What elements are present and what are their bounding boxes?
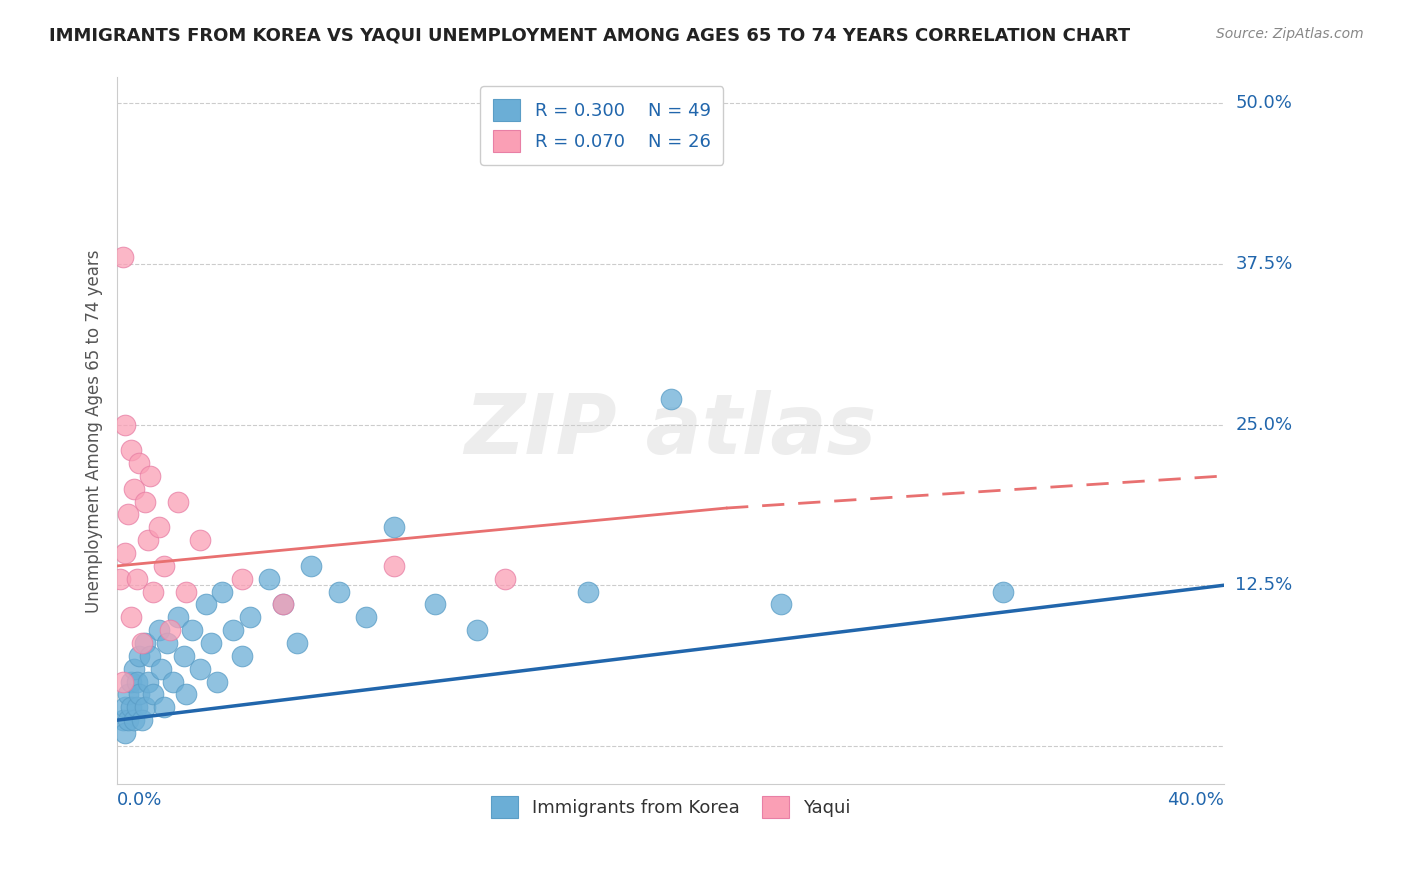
Point [122,482,145,496]
Point [134,700,156,714]
Point [176,584,198,599]
Point [136,674,159,689]
Point [117,508,139,522]
Point [108,572,131,586]
Point [205,674,228,689]
Point [120,443,142,458]
Point [200,636,222,650]
Point [231,572,253,586]
Point [328,584,350,599]
Point [150,662,173,676]
Point [125,700,148,714]
Point [142,688,165,702]
Point [122,662,145,676]
Y-axis label: Unemployment Among Ages 65 to 74 years: Unemployment Among Ages 65 to 74 years [86,249,103,613]
Point [167,610,190,624]
Point [131,636,153,650]
Point [188,533,211,548]
Text: 25.0%: 25.0% [1236,416,1292,434]
Point [125,674,148,689]
Point [134,494,156,508]
Point [259,572,281,586]
Point [153,700,176,714]
Point [128,456,150,470]
Point [991,584,1014,599]
Legend: Immigrants from Korea, Yaqui: Immigrants from Korea, Yaqui [484,789,858,825]
Text: 0.0%: 0.0% [117,791,163,809]
Text: Source: ZipAtlas.com: Source: ZipAtlas.com [1216,27,1364,41]
Point [111,674,134,689]
Point [139,469,162,483]
Text: 12.5%: 12.5% [1236,576,1292,594]
Point [148,623,170,637]
Point [285,636,308,650]
Point [271,598,294,612]
Point [139,648,162,663]
Point [136,533,159,548]
Text: 37.5%: 37.5% [1236,255,1292,273]
Point [128,648,150,663]
Point [120,700,142,714]
Point [576,584,599,599]
Point [167,494,190,508]
Text: 50.0%: 50.0% [1236,95,1292,112]
Point [120,610,142,624]
Point [181,623,204,637]
Point [465,623,488,637]
Point [114,700,136,714]
Point [156,636,179,650]
Point [114,546,136,560]
Point [114,417,136,432]
Point [231,648,253,663]
Point [176,688,198,702]
Point [173,648,195,663]
Point [125,572,148,586]
Point [159,623,181,637]
Point [770,598,793,612]
Point [494,572,516,586]
Point [134,636,156,650]
Point [299,558,322,573]
Point [188,662,211,676]
Point [382,558,405,573]
Point [120,674,142,689]
Point [117,688,139,702]
Point [356,610,378,624]
Text: IMMIGRANTS FROM KOREA VS YAQUI UNEMPLOYMENT AMONG AGES 65 TO 74 YEARS CORRELATIO: IMMIGRANTS FROM KOREA VS YAQUI UNEMPLOYM… [49,27,1130,45]
Point [211,584,233,599]
Point [162,674,184,689]
Point [142,584,165,599]
Point [425,598,447,612]
Point [271,598,294,612]
Point [111,713,134,727]
Point [111,251,134,265]
Text: ZIP atlas: ZIP atlas [464,391,877,472]
Point [153,558,176,573]
Text: 40.0%: 40.0% [1167,791,1225,809]
Point [659,392,682,406]
Point [114,726,136,740]
Point [382,520,405,534]
Point [194,598,217,612]
Point [131,713,153,727]
Point [222,623,245,637]
Point [117,713,139,727]
Point [122,713,145,727]
Point [239,610,262,624]
Point [148,520,170,534]
Point [128,688,150,702]
